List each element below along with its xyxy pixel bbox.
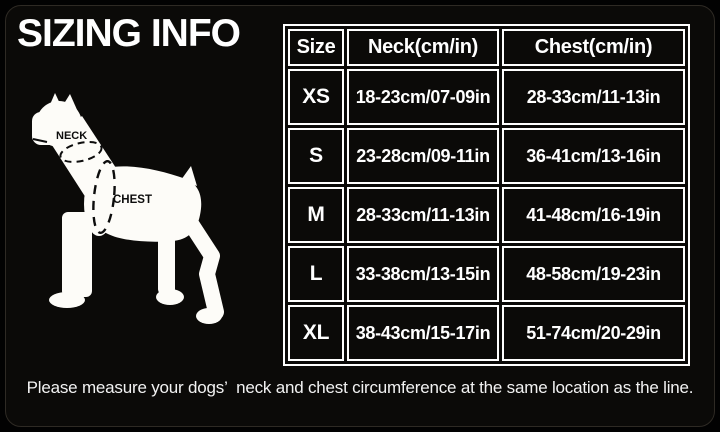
neck-label: NECK	[56, 130, 87, 142]
size-table-body: XS 18-23cm/07-09in 28-33cm/11-13in S 23-28cm…	[288, 69, 685, 361]
neck-cell: 23-28cm/09-11in	[347, 128, 499, 184]
table-row: S 23-28cm/09-11in 36-41cm/13-16in	[288, 128, 685, 184]
chest-cell: 41-48cm/16-19in	[502, 187, 685, 243]
table-row: L 33-38cm/13-15in 48-58cm/19-23in	[288, 246, 685, 302]
size-cell: XS	[288, 69, 344, 125]
chest-cell: 28-33cm/11-13in	[502, 69, 685, 125]
chest-measure-line	[92, 159, 116, 235]
chest-cell: 48-58cm/19-23in	[502, 246, 685, 302]
neck-cell: 28-33cm/11-13in	[347, 187, 499, 243]
size-cell: XL	[288, 305, 344, 361]
chest-cell: 36-41cm/13-16in	[502, 128, 685, 184]
chest-cell: 51-74cm/20-29in	[502, 305, 685, 361]
size-cell: S	[288, 128, 344, 184]
neck-cell: 18-23cm/07-09in	[347, 69, 499, 125]
size-column-header: Size	[288, 29, 344, 66]
table-row: XS 18-23cm/07-09in 28-33cm/11-13in	[288, 69, 685, 125]
size-cell: M	[288, 187, 344, 243]
neck-cell: 33-38cm/13-15in	[347, 246, 499, 302]
dog-silhouette-icon	[32, 93, 224, 324]
chest-column-header: Chest(cm/in)	[502, 29, 685, 66]
size-table-header: Size Neck(cm/in) Chest(cm/in)	[288, 29, 685, 66]
neck-column-header: Neck(cm/in)	[347, 29, 499, 66]
size-cell: L	[288, 246, 344, 302]
table-row: M 28-33cm/11-13in 41-48cm/16-19in	[288, 187, 685, 243]
mouth-line	[32, 138, 48, 143]
table-row: XL 38-43cm/15-17in 51-74cm/20-29in	[288, 305, 685, 361]
measurement-annotations: NECK CHEST	[32, 130, 152, 235]
page-title: SIZING INFO	[17, 12, 241, 55]
chest-label: CHEST	[113, 194, 152, 206]
neck-cell: 38-43cm/15-17in	[347, 305, 499, 361]
size-table: Size Neck(cm/in) Chest(cm/in) XS 18-23cm/…	[283, 24, 690, 366]
neck-measure-line	[59, 141, 103, 163]
dog-measurement-diagram: NECK CHEST	[32, 93, 224, 324]
footer-note: Please measure your dogs’ neck and chest…	[26, 378, 694, 397]
header-row: Size Neck(cm/in) Chest(cm/in)	[288, 29, 685, 66]
